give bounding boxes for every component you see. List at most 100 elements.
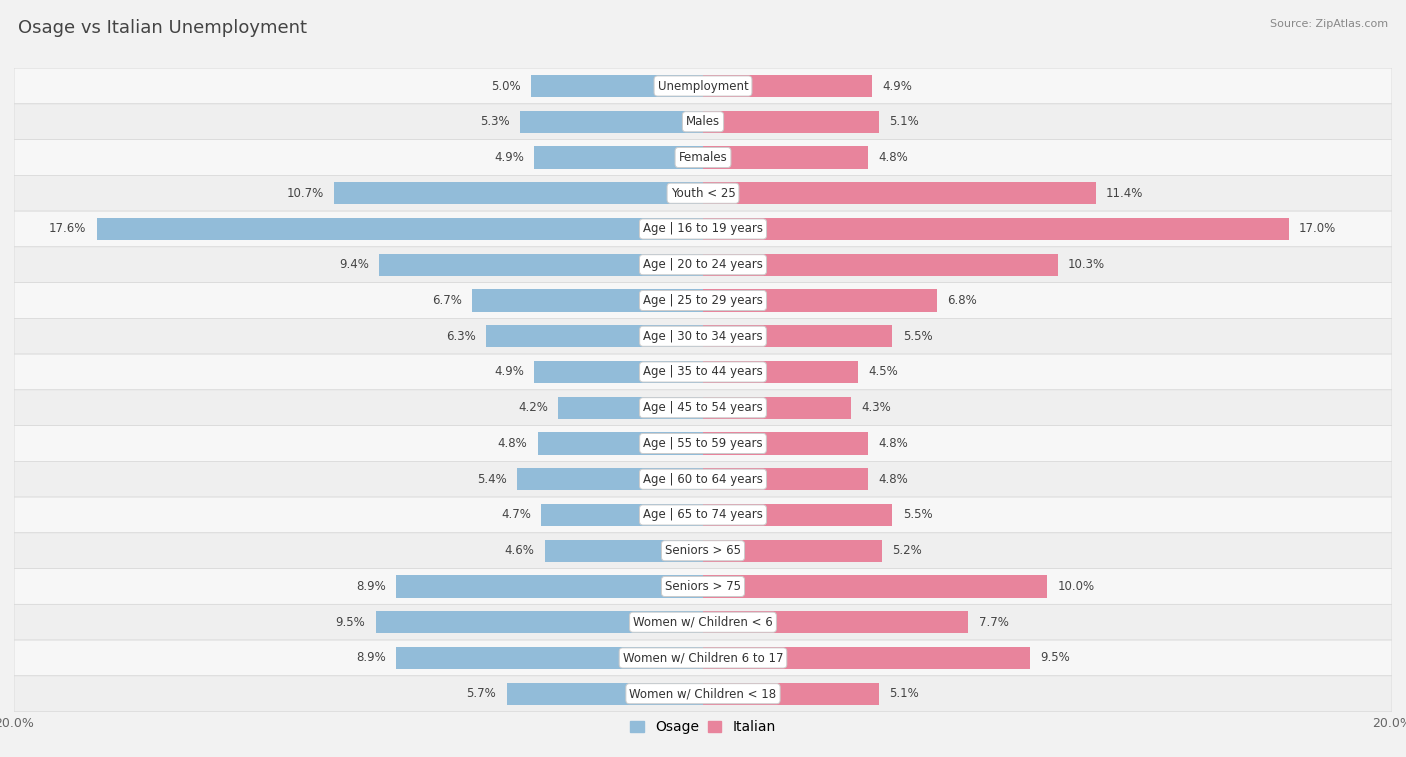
Text: 4.7%: 4.7% (501, 509, 531, 522)
FancyBboxPatch shape (14, 354, 1392, 390)
Bar (703, 75, 872, 97)
FancyBboxPatch shape (14, 604, 1392, 640)
Bar (558, 397, 703, 419)
FancyBboxPatch shape (14, 640, 1392, 676)
Bar (703, 397, 851, 419)
Text: Age | 16 to 19 years: Age | 16 to 19 years (643, 223, 763, 235)
Text: 5.1%: 5.1% (889, 115, 918, 128)
Text: 5.1%: 5.1% (889, 687, 918, 700)
Text: 10.7%: 10.7% (287, 187, 323, 200)
Text: 6.7%: 6.7% (432, 294, 461, 307)
Bar (544, 540, 703, 562)
Bar (97, 218, 703, 240)
Text: 9.4%: 9.4% (339, 258, 368, 271)
Text: Women w/ Children < 18: Women w/ Children < 18 (630, 687, 776, 700)
Text: 5.2%: 5.2% (893, 544, 922, 557)
Text: 4.8%: 4.8% (879, 472, 908, 486)
Text: 9.5%: 9.5% (1040, 652, 1070, 665)
Text: 11.4%: 11.4% (1107, 187, 1143, 200)
Bar (396, 575, 703, 597)
Text: 5.7%: 5.7% (467, 687, 496, 700)
Bar (506, 683, 703, 705)
Text: 8.9%: 8.9% (356, 652, 387, 665)
Bar (703, 254, 1057, 276)
Text: 5.3%: 5.3% (481, 115, 510, 128)
Text: Seniors > 75: Seniors > 75 (665, 580, 741, 593)
Bar (703, 182, 1095, 204)
Text: Unemployment: Unemployment (658, 79, 748, 92)
Bar (375, 611, 703, 634)
Text: Osage vs Italian Unemployment: Osage vs Italian Unemployment (18, 19, 308, 37)
Bar (486, 326, 703, 347)
Text: 4.3%: 4.3% (862, 401, 891, 414)
Text: 6.8%: 6.8% (948, 294, 977, 307)
FancyBboxPatch shape (14, 139, 1392, 176)
Text: 10.3%: 10.3% (1069, 258, 1105, 271)
FancyBboxPatch shape (14, 390, 1392, 425)
Text: 17.0%: 17.0% (1299, 223, 1336, 235)
Bar (703, 683, 879, 705)
Bar (703, 111, 879, 132)
Text: 4.9%: 4.9% (494, 151, 524, 164)
Bar (534, 361, 703, 383)
Text: 4.8%: 4.8% (498, 437, 527, 450)
Bar (703, 326, 893, 347)
Text: 4.2%: 4.2% (519, 401, 548, 414)
Text: 5.5%: 5.5% (903, 330, 932, 343)
Bar (703, 468, 869, 491)
Text: Women w/ Children < 6: Women w/ Children < 6 (633, 615, 773, 629)
FancyBboxPatch shape (14, 676, 1392, 712)
Bar (703, 504, 893, 526)
Text: 4.9%: 4.9% (882, 79, 912, 92)
FancyBboxPatch shape (14, 104, 1392, 139)
Text: 5.5%: 5.5% (903, 509, 932, 522)
FancyBboxPatch shape (14, 247, 1392, 282)
Text: 4.8%: 4.8% (879, 437, 908, 450)
Text: Age | 35 to 44 years: Age | 35 to 44 years (643, 366, 763, 378)
Text: Males: Males (686, 115, 720, 128)
Bar (703, 540, 882, 562)
FancyBboxPatch shape (14, 68, 1392, 104)
Text: 5.4%: 5.4% (477, 472, 506, 486)
Text: Age | 25 to 29 years: Age | 25 to 29 years (643, 294, 763, 307)
FancyBboxPatch shape (14, 497, 1392, 533)
Text: Youth < 25: Youth < 25 (671, 187, 735, 200)
Text: Age | 30 to 34 years: Age | 30 to 34 years (643, 330, 763, 343)
Text: 4.5%: 4.5% (869, 366, 898, 378)
Bar (703, 361, 858, 383)
Text: 9.5%: 9.5% (336, 615, 366, 629)
Text: Age | 20 to 24 years: Age | 20 to 24 years (643, 258, 763, 271)
Text: Women w/ Children 6 to 17: Women w/ Children 6 to 17 (623, 652, 783, 665)
Bar (703, 146, 869, 169)
Text: 7.7%: 7.7% (979, 615, 1008, 629)
Text: Seniors > 65: Seniors > 65 (665, 544, 741, 557)
Text: Age | 55 to 59 years: Age | 55 to 59 years (643, 437, 763, 450)
Bar (520, 111, 703, 132)
FancyBboxPatch shape (14, 569, 1392, 604)
FancyBboxPatch shape (14, 533, 1392, 569)
Text: Age | 45 to 54 years: Age | 45 to 54 years (643, 401, 763, 414)
Text: Source: ZipAtlas.com: Source: ZipAtlas.com (1270, 19, 1388, 29)
Bar (703, 432, 869, 454)
Text: 4.9%: 4.9% (494, 366, 524, 378)
FancyBboxPatch shape (14, 282, 1392, 319)
Bar (517, 468, 703, 491)
FancyBboxPatch shape (14, 461, 1392, 497)
Bar (703, 575, 1047, 597)
Bar (534, 146, 703, 169)
Text: 4.8%: 4.8% (879, 151, 908, 164)
Bar (703, 218, 1289, 240)
FancyBboxPatch shape (14, 319, 1392, 354)
Text: 4.6%: 4.6% (505, 544, 534, 557)
Text: 10.0%: 10.0% (1057, 580, 1095, 593)
Text: 5.0%: 5.0% (491, 79, 520, 92)
Text: Age | 60 to 64 years: Age | 60 to 64 years (643, 472, 763, 486)
FancyBboxPatch shape (14, 211, 1392, 247)
Bar (537, 432, 703, 454)
Legend: Osage, Italian: Osage, Italian (624, 715, 782, 740)
Bar (541, 504, 703, 526)
Text: 17.6%: 17.6% (49, 223, 86, 235)
FancyBboxPatch shape (14, 176, 1392, 211)
Bar (531, 75, 703, 97)
Text: 8.9%: 8.9% (356, 580, 387, 593)
